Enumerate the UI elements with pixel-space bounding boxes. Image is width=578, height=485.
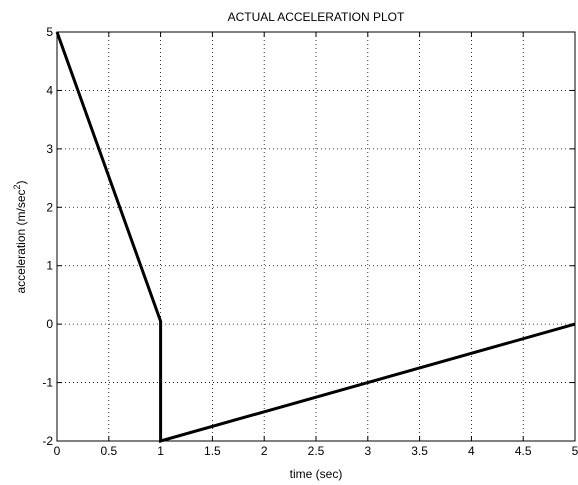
y-tick-labels: -2 -1 0 1 2 3 4 5: [42, 25, 53, 448]
y-tick-label: 0: [46, 317, 53, 331]
series-layer: [55, 31, 576, 443]
x-tick-label: 2: [261, 444, 268, 458]
chart-title: ACTUAL ACCELERATION PLOT: [228, 10, 405, 24]
x-tick-labels: 0 0.5 1 1.5 2 2.5 3 3.5 4 4.5 5: [54, 444, 578, 458]
acceleration-series-line: [55, 31, 576, 443]
y-axis-label-close: ): [14, 180, 28, 184]
x-tick-label: 3: [364, 444, 371, 458]
y-tick-label: 3: [46, 142, 53, 156]
y-axis-label: acceleration (m/sec2): [12, 180, 28, 293]
x-tick-label: 0.5: [100, 444, 117, 458]
y-tick-label: 1: [46, 259, 53, 273]
y-tick-label: -1: [42, 376, 53, 390]
y-tick-label: 5: [46, 25, 53, 39]
x-tick-label: 5: [572, 444, 578, 458]
x-tick-label: 3.5: [411, 444, 428, 458]
y-axis-label-superscript: 2: [12, 184, 22, 189]
x-tick-label: 1: [157, 444, 164, 458]
y-tick-label: -2: [42, 434, 53, 448]
x-tick-label: 0: [54, 444, 61, 458]
x-tick-label: 4: [468, 444, 475, 458]
grid-lines: [57, 32, 575, 441]
x-axis-label: time (sec): [290, 467, 343, 481]
x-tick-label: 4.5: [515, 444, 532, 458]
y-tick-label: 2: [46, 200, 53, 214]
x-tick-label: 2.5: [308, 444, 325, 458]
y-tick-label: 4: [46, 83, 53, 97]
x-tick-label: 1.5: [204, 444, 221, 458]
y-axis-label-main: acceleration (m/sec: [14, 189, 28, 293]
